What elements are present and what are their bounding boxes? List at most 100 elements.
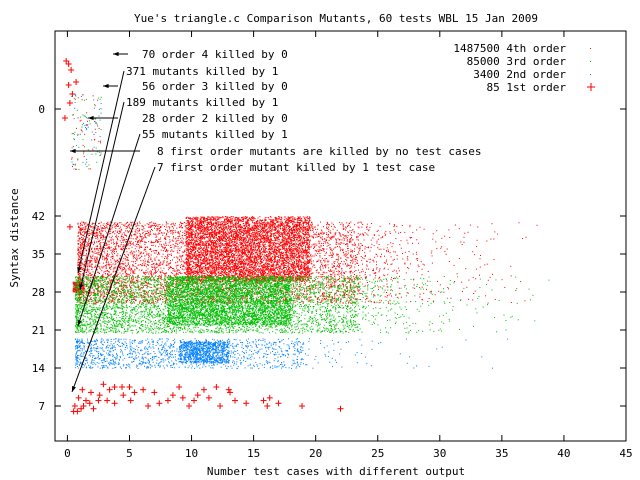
point	[342, 224, 344, 225]
point	[301, 265, 303, 267]
point	[169, 239, 171, 241]
point	[78, 232, 80, 234]
point	[166, 222, 168, 224]
point	[165, 243, 167, 245]
point	[211, 227, 212, 229]
point	[97, 234, 99, 236]
point	[299, 230, 301, 232]
point	[342, 248, 344, 250]
point	[340, 273, 342, 274]
point	[340, 257, 342, 259]
point	[342, 263, 344, 265]
point	[125, 300, 127, 302]
point	[353, 294, 355, 295]
point	[303, 288, 305, 290]
point	[194, 287, 196, 289]
point	[81, 244, 83, 246]
point	[121, 249, 123, 251]
point	[350, 251, 352, 253]
point	[142, 259, 144, 261]
point	[189, 236, 191, 238]
point	[176, 293, 178, 295]
point	[118, 246, 120, 248]
point	[276, 265, 278, 267]
point	[105, 245, 107, 247]
point	[203, 277, 205, 279]
point	[341, 276, 343, 278]
point	[79, 299, 81, 301]
point	[102, 266, 104, 268]
point	[110, 266, 112, 268]
point	[139, 233, 141, 235]
point	[180, 267, 181, 268]
point	[325, 265, 327, 267]
point	[335, 281, 337, 283]
point	[149, 283, 151, 285]
point	[157, 281, 159, 283]
point	[342, 291, 344, 293]
point	[281, 245, 283, 247]
point	[266, 232, 267, 234]
point	[104, 236, 106, 238]
point	[223, 227, 225, 229]
point	[263, 236, 265, 238]
point	[93, 240, 95, 242]
point	[89, 255, 91, 257]
point	[254, 270, 256, 272]
point	[332, 272, 334, 274]
point	[344, 255, 346, 257]
point	[103, 293, 105, 295]
point	[116, 295, 118, 297]
point	[345, 235, 347, 237]
point	[158, 293, 160, 295]
point	[140, 292, 142, 293]
point	[174, 231, 176, 233]
point	[225, 297, 227, 299]
point	[350, 256, 352, 258]
point	[345, 229, 347, 231]
point	[90, 293, 92, 295]
point	[272, 223, 274, 225]
point	[355, 243, 357, 245]
point	[336, 290, 338, 292]
point	[139, 295, 141, 297]
point	[96, 258, 98, 260]
point	[335, 239, 337, 241]
point	[247, 268, 249, 270]
point	[79, 253, 81, 254]
point	[94, 299, 96, 301]
point	[179, 272, 181, 274]
point	[150, 295, 151, 297]
point	[184, 245, 186, 247]
point	[143, 291, 145, 293]
point	[349, 234, 351, 236]
point	[337, 290, 339, 291]
point	[255, 275, 257, 277]
point	[263, 272, 265, 274]
point	[180, 246, 182, 248]
point	[106, 258, 108, 260]
point	[160, 272, 162, 274]
point	[79, 271, 81, 272]
point	[294, 244, 296, 246]
point	[89, 250, 91, 252]
point	[131, 224, 133, 226]
point	[246, 262, 248, 264]
point	[259, 230, 261, 232]
point	[251, 272, 253, 274]
point	[80, 245, 81, 247]
point	[113, 301, 115, 303]
point	[352, 276, 354, 278]
point	[269, 255, 271, 257]
point	[176, 265, 178, 266]
point	[186, 281, 188, 283]
point	[140, 264, 142, 265]
point	[95, 245, 97, 247]
point	[114, 248, 116, 250]
point	[322, 232, 324, 234]
point	[174, 274, 176, 276]
point	[339, 263, 341, 264]
point	[86, 253, 87, 255]
point	[346, 300, 347, 302]
point	[118, 233, 120, 235]
